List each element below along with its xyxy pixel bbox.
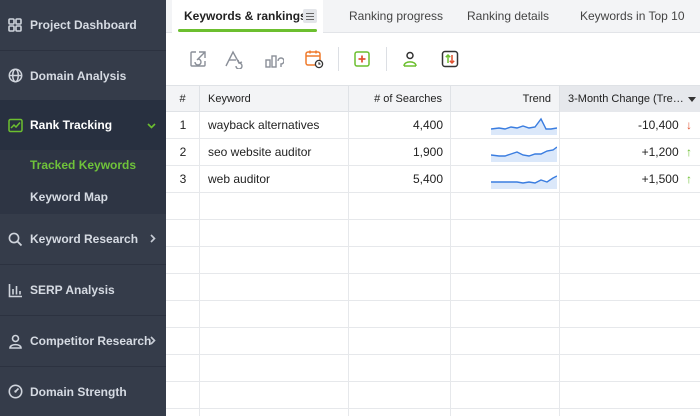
tab-label: Keywords & rankings (184, 9, 307, 23)
table-row[interactable]: 2 seo website auditor 1,900 +1,200 ↑ (166, 139, 700, 166)
tab-menu-icon[interactable] (303, 9, 317, 23)
arrow-down-icon: ↓ (686, 118, 692, 132)
tab-bar: Keywords & rankings Ranking progress Ran… (166, 0, 700, 33)
tab-keywords-in-top-10[interactable]: Keywords in Top 10 (580, 9, 685, 23)
divider (0, 50, 166, 51)
sidebar-item-project-dashboard[interactable]: Project Dashboard (0, 0, 166, 50)
change-value: +1,200 (641, 145, 679, 159)
sidebar-item-competitor-research[interactable]: Competitor Research (0, 316, 166, 366)
search-icon (7, 231, 23, 247)
empty-row (166, 193, 700, 220)
column-header-number[interactable]: # (166, 86, 200, 112)
toolbar-divider (338, 47, 339, 71)
sidebar-subitem-keyword-map[interactable]: Keyword Map (30, 190, 109, 204)
sidebar-item-label: Keyword Research (30, 232, 139, 246)
keyword-cell: wayback alternatives (208, 118, 320, 132)
column-divider (348, 112, 349, 416)
empty-row (166, 355, 700, 382)
keyword-cell: seo website auditor (208, 145, 312, 159)
chart-line-icon (7, 117, 23, 133)
sidebar-item-serp-analysis[interactable]: SERP Analysis (0, 265, 166, 315)
toolbar (166, 34, 700, 84)
chevron-down-icon (147, 118, 156, 132)
column-divider (450, 112, 451, 416)
chevron-right-icon (150, 232, 156, 246)
searches-cell: 5,400 (412, 172, 443, 186)
add-keyword-icon[interactable] (350, 47, 374, 71)
table-header: # Keyword # of Searches Trend 3-Month Ch… (166, 85, 700, 112)
change-value: -10,400 (637, 118, 679, 132)
change-cell: +1,200 ↑ (560, 139, 700, 165)
row-number: 3 (179, 172, 187, 186)
column-header-3-month-change[interactable]: 3-Month Change (Tre… (560, 86, 700, 112)
person-icon (7, 333, 23, 349)
column-divider (199, 112, 200, 416)
sidebar-item-rank-tracking[interactable]: Rank Tracking (0, 100, 166, 150)
schedule-icon[interactable] (302, 47, 326, 71)
sidebar-item-label: Domain Analysis (30, 68, 127, 83)
trend-sparkline (491, 117, 557, 135)
trend-cell (451, 139, 560, 165)
table-row[interactable]: 1 wayback alternatives 4,400 -10,400 ↓ (166, 112, 700, 139)
chart-compare-icon[interactable] (262, 47, 286, 71)
bar-chart-icon (7, 282, 23, 298)
sidebar-item-domain-analysis[interactable]: Domain Analysis (0, 51, 166, 100)
change-cell: -10,400 ↓ (560, 112, 700, 138)
refresh-rankings-icon[interactable] (186, 47, 210, 71)
empty-row (166, 220, 700, 247)
chevron-right-icon (150, 334, 156, 348)
toolbar-divider (386, 47, 387, 71)
sidebar-item-domain-strength[interactable]: Domain Strength (0, 367, 166, 416)
arrow-up-icon: ↑ (686, 145, 692, 159)
divider (0, 264, 166, 265)
column-header-searches[interactable]: # of Searches (349, 86, 451, 112)
empty-row (166, 301, 700, 328)
tab-ranking-progress[interactable]: Ranking progress (349, 9, 444, 23)
sidebar-item-label: Project Dashboard (30, 18, 137, 32)
column-header-label: 3-Month Change (Tre… (568, 93, 684, 105)
change-value: +1,500 (641, 172, 679, 186)
active-tab-indicator (178, 29, 317, 32)
divider (0, 315, 166, 316)
trend-cell (451, 112, 560, 138)
sidebar-item-label: Domain Strength (30, 384, 127, 399)
empty-row (166, 328, 700, 355)
trend-cell (451, 166, 560, 192)
competitors-icon[interactable] (398, 47, 422, 71)
sidebar-item-label: SERP Analysis (30, 283, 115, 297)
tab-keywords-rankings[interactable]: Keywords & rankings (172, 0, 323, 33)
empty-row (166, 247, 700, 274)
row-number: 1 (179, 118, 187, 132)
trend-sparkline (491, 175, 557, 189)
recheck-icon[interactable] (222, 47, 246, 71)
dashboard-icon (7, 17, 23, 33)
column-divider (559, 112, 560, 416)
sidebar: Project Dashboard Domain Analysis Rank T… (0, 0, 166, 416)
arrow-up-icon: ↑ (686, 172, 692, 186)
column-header-trend[interactable]: Trend (451, 86, 560, 112)
divider (0, 366, 166, 367)
searches-cell: 1,900 (412, 145, 443, 159)
searches-cell: 4,400 (412, 118, 443, 132)
sort-desc-icon (687, 96, 696, 102)
keywords-table: # Keyword # of Searches Trend 3-Month Ch… (166, 85, 700, 416)
row-number: 2 (179, 145, 187, 159)
import-export-icon[interactable] (438, 47, 462, 71)
gauge-icon (7, 384, 23, 400)
table-body: 1 wayback alternatives 4,400 -10,400 ↓ 2… (166, 112, 700, 416)
table-row[interactable]: 3 web auditor 5,400 +1,500 ↑ (166, 166, 700, 193)
trend-sparkline (491, 146, 557, 162)
change-cell: +1,500 ↑ (560, 166, 700, 192)
sidebar-item-label: Rank Tracking (30, 118, 113, 132)
keyword-cell: web auditor (208, 172, 271, 186)
empty-row (166, 274, 700, 301)
globe-icon (7, 68, 23, 84)
column-header-keyword[interactable]: Keyword (200, 86, 349, 112)
empty-row (166, 382, 700, 409)
sidebar-subitem-tracked-keywords[interactable]: Tracked Keywords (30, 158, 137, 172)
tab-ranking-details[interactable]: Ranking details (467, 9, 550, 23)
sidebar-item-keyword-research[interactable]: Keyword Research (0, 214, 166, 264)
sidebar-item-label: Competitor Research (30, 334, 152, 348)
rank-tracking-submenu: Tracked Keywords Keyword Map (0, 150, 166, 214)
